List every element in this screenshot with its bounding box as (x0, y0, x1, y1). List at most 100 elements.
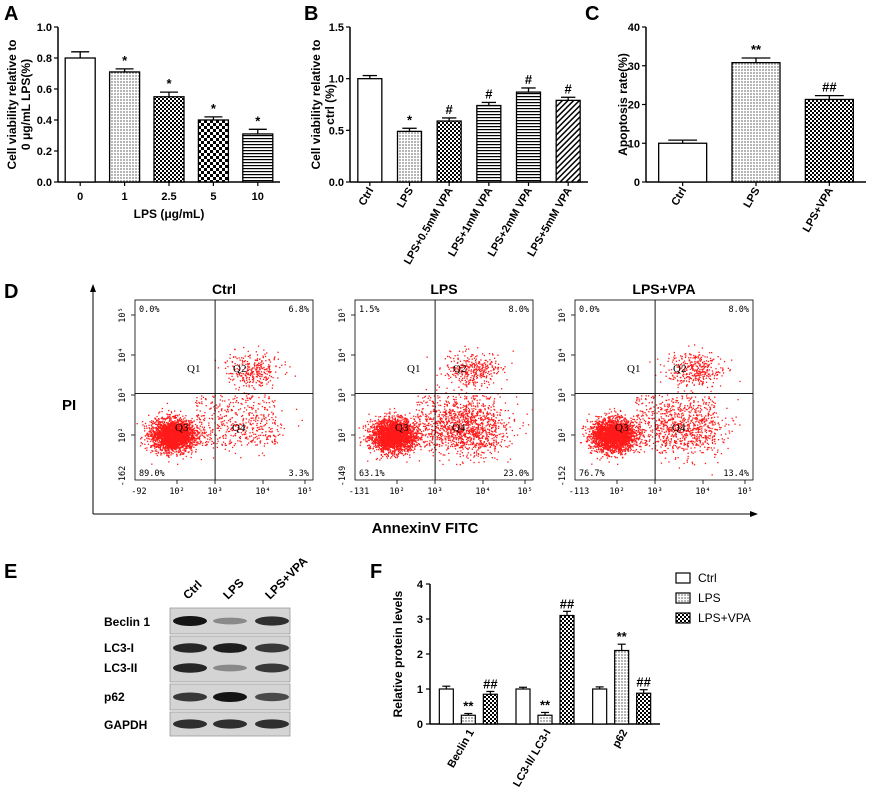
quadrant-label: Q2 (453, 363, 466, 375)
x-tick-label: 10⁵ (517, 487, 532, 497)
blot-membrane (169, 635, 291, 683)
y-tick-label: 10² (558, 427, 568, 442)
y-tick-label: 10² (338, 427, 348, 442)
x-axis-label: LPS (μg/mL) (134, 207, 205, 221)
x-tick-label: 10⁵ (297, 487, 312, 497)
quadrant-percentage: 8.0% (509, 305, 529, 315)
x-tick-label: Ctrl (669, 186, 689, 208)
bar-lps-0-5mm-vpa (436, 120, 462, 183)
panel-letter-d: D (4, 281, 18, 303)
y-tick-label: 0 (417, 719, 423, 731)
x-tick-label: 5 (210, 191, 216, 203)
x-tick-label: 10 (252, 191, 264, 203)
y-tick-label: 10⁴ (118, 347, 128, 362)
y-tick-label: 1.0 (329, 74, 344, 86)
x-min-label: -113 (569, 487, 589, 497)
quadrant-label: Q1 (187, 363, 200, 375)
quadrant-label: Q4 (232, 422, 246, 434)
x-axis-label: AnnexinV FITC (372, 520, 479, 537)
y-tick-label: 30 (628, 61, 640, 73)
x-min-label: -131 (349, 487, 369, 497)
y-tick-label: 0.0 (37, 177, 52, 189)
bar-lps-vpa (804, 98, 854, 183)
x-tick-label: 10⁴ (475, 487, 490, 497)
blot-band (213, 664, 247, 672)
quadrant-label: Q3 (615, 422, 629, 434)
x-axis-arrow (750, 511, 758, 517)
x-tick-label: 1 (122, 191, 128, 203)
significance-mark: # (525, 72, 533, 87)
y-tick-label: 4 (417, 579, 424, 591)
flow-plot-lps: LPS Q1 Q2 Q3 Q4 1.5% 8.0% 63.1% 23.0% 10² 10³ 10⁴ 10… (338, 281, 534, 497)
chart-c-apoptosis-rate: 0 10 20 30 40 Apoptosis rate(%) Ctrl ** LPS ## LPS… (616, 22, 866, 234)
bar-lps-vpa (636, 692, 652, 725)
legend-swatch (675, 572, 691, 584)
panel-letter-e: E (4, 561, 17, 583)
blot-row-label: LC3-II (104, 661, 137, 675)
y-min-label: -152 (558, 466, 568, 486)
event-dots (358, 345, 534, 466)
blot-band (213, 617, 247, 625)
chart-a-cell-viability-lps: 0.0 0.2 0.4 0.6 0.8 1.0 Cell viability relativ… (5, 22, 280, 221)
lane-label: Ctrl (180, 578, 205, 603)
quadrant-label: Q2 (233, 363, 246, 375)
flow-plot-title: LPS (430, 281, 457, 297)
significance-mark: ## (636, 675, 651, 690)
event-dots (136, 345, 303, 465)
lane-label: LPS (220, 576, 246, 602)
significance-mark: * (255, 113, 261, 128)
y-tick-label: 0.6 (37, 84, 52, 96)
y-tick-label: 3 (417, 614, 423, 626)
panel-letter-b: B (304, 3, 318, 25)
x-tick-label: 10³ (207, 487, 222, 497)
blot-band (173, 692, 207, 702)
panel-letter-a: A (4, 3, 18, 25)
quadrant-label: Q2 (673, 363, 686, 375)
y-tick-label: 0 (634, 177, 640, 189)
y-axis-label: PI (62, 397, 76, 414)
chart-f-protein-levels: 0 1 2 3 4 Relative protein levels ** ## Beclin 1… (391, 571, 751, 789)
quadrant-label: Q3 (395, 422, 409, 434)
quadrant-percentage: 89.0% (139, 469, 165, 479)
y-min-label: -162 (118, 466, 128, 486)
legend-swatch (675, 592, 691, 604)
significance-mark: ** (463, 699, 474, 714)
bar-lps (614, 649, 630, 725)
significance-mark: # (565, 81, 573, 96)
quadrant-label: Q4 (672, 422, 686, 434)
y-tick-label: 20 (628, 100, 640, 112)
quadrant-label: Q3 (175, 422, 189, 434)
bar-1 (108, 71, 141, 183)
quadrant-percentage: 23.0% (503, 469, 529, 479)
x-tick-label: 10³ (647, 487, 662, 497)
y-tick-label: 2 (417, 649, 423, 661)
flow-plot-frame (354, 299, 534, 481)
blot-band (255, 663, 289, 673)
blot-band (213, 643, 247, 653)
blot-row-label: LC3-I (104, 641, 134, 655)
y-tick-label: 10⁵ (118, 307, 128, 322)
bar-0 (64, 57, 96, 183)
bar-lps-vpa (482, 693, 498, 725)
x-tick-label: LPS (742, 186, 763, 211)
y-tick-label: 0.0 (329, 177, 344, 189)
flow-plot-lps-vpa: LPS+VPA Q1 Q2 Q3 Q4 0.0% 8.0% 76.7% 13.4% 10² 10³ 1… (558, 281, 754, 497)
y-tick-label: 1.0 (37, 22, 52, 34)
significance-mark: * (407, 112, 413, 127)
blot-row-label: p62 (104, 690, 125, 704)
x-tick-label: Beclin 1 (445, 728, 476, 771)
y-axis-label: Cell viability relative to (309, 39, 323, 169)
blot-band (173, 719, 207, 729)
legend-label: LPS (698, 591, 721, 605)
bar-ctrl (438, 688, 454, 725)
x-tick-label: 10³ (427, 487, 442, 497)
y-tick-label: 40 (628, 22, 640, 34)
quadrant-percentage: 76.7% (579, 469, 605, 479)
quadrant-percentage: 8.0% (729, 305, 749, 315)
bar-ctrl (515, 688, 531, 725)
y-min-label: -149 (338, 466, 348, 486)
quadrant-percentage: 63.1% (359, 469, 385, 479)
legend-label: LPS+VPA (698, 611, 751, 625)
quadrant-percentage: 0.0% (579, 305, 599, 315)
flow-plot-title: LPS+VPA (632, 281, 695, 297)
